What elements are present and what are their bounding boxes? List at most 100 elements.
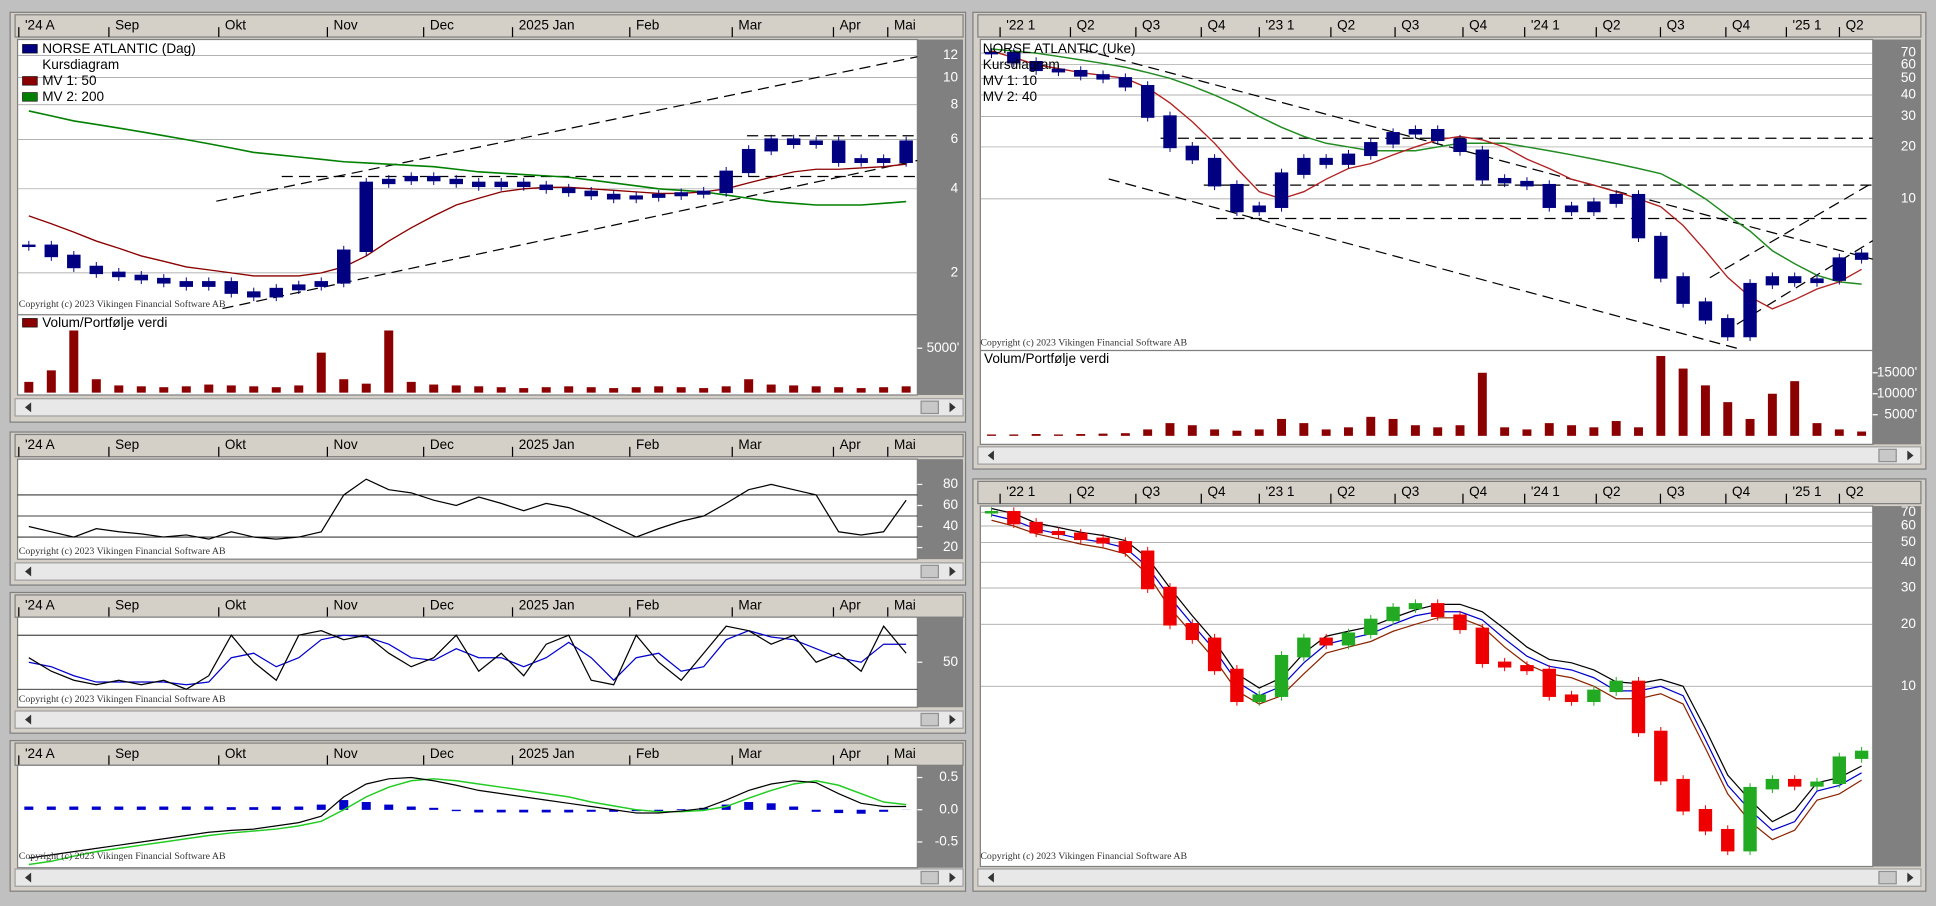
bar (1611, 421, 1621, 436)
scroll-right[interactable] (1907, 872, 1914, 883)
bar (541, 809, 551, 813)
scroll-right[interactable] (949, 402, 956, 413)
bar (834, 809, 844, 814)
y-tick-label: 15000' (1877, 364, 1917, 379)
copyright: Copyright (c) 2023 Vikingen Financial So… (980, 851, 1187, 862)
time-label: Okt (225, 437, 246, 452)
bar (1500, 427, 1510, 436)
legend-swatch (22, 76, 38, 86)
bar (879, 387, 889, 393)
scroll-right[interactable] (949, 872, 956, 883)
bar (1388, 418, 1398, 436)
y-tick-label: 70 (1901, 504, 1917, 519)
bar (1812, 423, 1822, 436)
time-axis-bar (14, 594, 964, 618)
bar (586, 387, 596, 393)
legend-swatch (22, 44, 38, 54)
y-tick-label: 20 (1901, 616, 1917, 631)
scroll-thumb[interactable] (1878, 448, 1897, 463)
value-axis-strip (917, 765, 964, 868)
bar (1656, 355, 1666, 436)
bar (676, 809, 686, 810)
bar (856, 809, 866, 814)
bar (1031, 434, 1041, 436)
bar (1076, 434, 1086, 436)
scroll-thumb[interactable] (920, 564, 939, 579)
scroll-right[interactable] (949, 714, 956, 725)
time-label: Q3 (1667, 484, 1685, 499)
bar (451, 809, 461, 812)
time-label: Nov (334, 746, 358, 761)
bar (339, 800, 349, 810)
y-tick-label: 2 (951, 264, 959, 279)
bar (451, 385, 461, 393)
time-label: Q3 (1142, 484, 1160, 499)
bar (69, 330, 79, 393)
time-label: Q4 (1469, 17, 1488, 32)
bar (1678, 368, 1688, 436)
value-axis-strip (1872, 506, 1921, 867)
y-tick-label: 30 (1901, 580, 1917, 595)
bar (204, 384, 214, 393)
series-line (28, 478, 907, 540)
bar (766, 803, 776, 810)
time-label: Mar (738, 17, 762, 32)
scroll-right[interactable] (949, 566, 956, 577)
y-tick-label: 4 (951, 180, 959, 195)
bar (609, 809, 619, 812)
bar (1009, 434, 1019, 436)
y-tick-label: 8 (951, 96, 959, 111)
scroll-right[interactable] (1907, 450, 1914, 461)
scroll-thumb[interactable] (920, 712, 939, 727)
plot-area (16, 38, 919, 396)
bar (609, 388, 619, 393)
time-label: Apr (840, 17, 862, 32)
bar (1299, 423, 1309, 436)
trend-line (1709, 182, 1874, 279)
bar (1366, 416, 1376, 436)
time-label: Mar (738, 598, 762, 613)
bar (316, 352, 326, 393)
bar (789, 806, 799, 810)
scroll-thumb[interactable] (920, 870, 939, 885)
time-axis-bar (14, 14, 964, 38)
time-label: Apr (840, 437, 862, 452)
time-label: Q4 (1207, 484, 1226, 499)
volume-title: Volum/Portfølje verdi (42, 315, 167, 330)
plot-area (16, 616, 919, 708)
time-label: Nov (334, 598, 358, 613)
bar (541, 387, 551, 393)
bar (1187, 425, 1197, 436)
y-tick-label: 50 (943, 654, 959, 669)
bar (316, 804, 326, 810)
scroll-left[interactable] (987, 872, 994, 883)
scroll-left[interactable] (24, 566, 32, 577)
bar (496, 809, 506, 813)
time-label: Mai (894, 598, 916, 613)
bar (181, 386, 191, 393)
scroll-thumb[interactable] (1878, 870, 1897, 885)
time-label: 2025 Jan (519, 598, 575, 613)
bar (1589, 427, 1599, 436)
bar (1857, 431, 1867, 436)
bar (811, 386, 821, 393)
series-line (991, 519, 1862, 841)
y-tick-label: 5000' (927, 340, 960, 355)
bar (249, 386, 259, 393)
time-label: Mar (738, 746, 762, 761)
time-label: Q2 (1602, 484, 1620, 499)
scrollbar (14, 398, 964, 417)
bar (114, 806, 124, 810)
bar (1544, 423, 1554, 436)
legend-label: Kursdiagram (983, 57, 1060, 72)
scroll-thumb[interactable] (920, 400, 939, 415)
y-tick-label: 70 (1901, 45, 1917, 60)
y-tick-label: 12 (943, 47, 958, 62)
scroll-left[interactable] (24, 402, 32, 413)
scroll-left[interactable] (24, 872, 32, 883)
scrollbar (14, 710, 964, 729)
scroll-left[interactable] (987, 450, 994, 461)
scroll-left[interactable] (24, 714, 32, 725)
time-label: Q2 (1846, 484, 1864, 499)
bar (1455, 425, 1465, 436)
